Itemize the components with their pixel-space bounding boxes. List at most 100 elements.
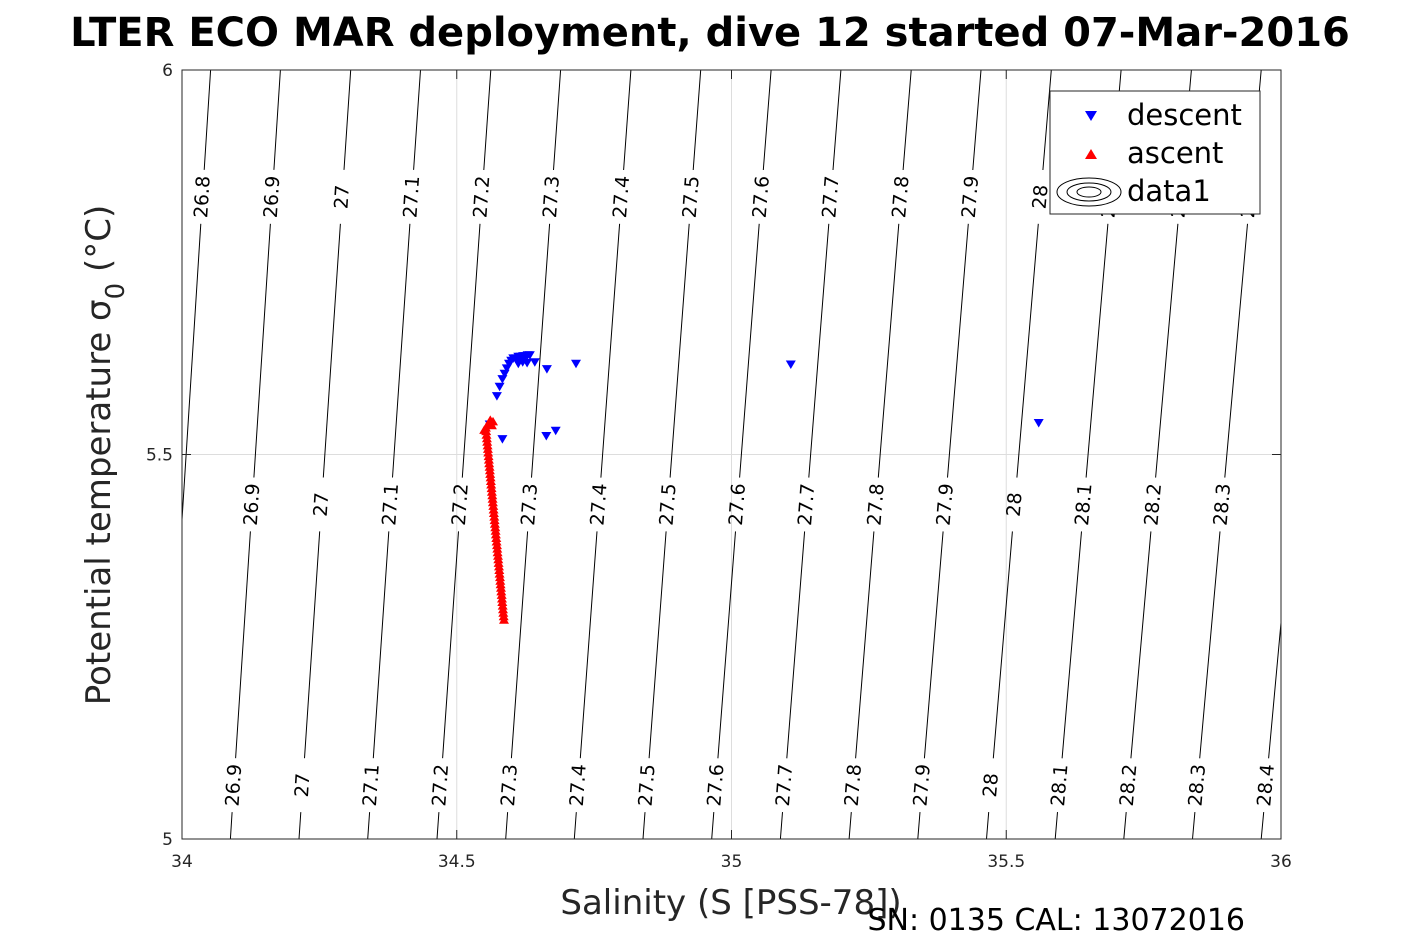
ascent-point [491,537,502,546]
ascent-point [481,430,492,439]
ascent-point [488,508,499,517]
ascent-point [483,448,494,457]
contour-label: 28.3 [1210,482,1236,526]
isopycnal-contour [367,70,421,839]
contour-label: 27.8 [888,175,913,219]
contour-label: 28.1 [1047,763,1073,807]
contour-label: 27.9 [933,483,958,527]
descent-point [529,358,540,367]
descent-point [524,351,535,360]
grid-layer [182,70,1281,839]
contour-label: 27.5 [679,175,704,219]
contour-label: 27.4 [566,763,591,807]
ascent-point [495,579,506,589]
y-tick-label: 5.5 [146,446,173,466]
contour-label: 28.1 [1071,482,1097,526]
contour-label: 27.8 [841,763,866,807]
isopycnal-contour [436,70,492,839]
contour-label: 26.9 [222,763,247,807]
isopycnal-contour [1192,70,1262,839]
contour-label: 27.6 [725,483,750,527]
ascent-point [486,480,497,489]
contour-label: 27.2 [448,483,473,527]
descent-point [497,435,508,444]
x-tick-label: 36 [1270,852,1292,872]
descent-point [501,364,512,373]
contour-label: 27.9 [910,763,935,807]
contour-label: 27 [291,772,315,798]
y-tick-label: 5 [162,830,173,850]
contour-label: 27.5 [635,763,660,807]
descent-point [571,359,581,369]
contour-label: 27.1 [378,483,403,527]
ascent-point [499,615,509,624]
isopycnal-contour [642,70,702,839]
ascent-point [492,547,503,557]
contour-label: 27.7 [794,483,819,527]
descent-point [491,392,502,401]
x-tick-label: 35 [721,852,743,872]
tick-layer: 34 34.5 35 35.5 36 5 5.5 6 [146,61,1292,872]
descent-point [785,360,796,369]
serial-calibration-footer: SN: 0135 CAL: 13072016 [867,903,1245,938]
descent-point [504,359,514,369]
contour-label: 26.9 [240,483,265,527]
isopycnal-contour [1123,70,1192,839]
legend[interactable]: descent ascent data1 [1049,90,1261,215]
descent-point [522,359,533,368]
ascent-point [497,597,508,606]
x-tick-label: 34.5 [438,852,476,872]
legend-contour-icon [1056,177,1122,207]
legend-descent-marker [1085,111,1097,121]
descent-point [541,432,552,441]
isopycnal-contour [848,70,912,839]
ascent-point [487,497,498,507]
contour-label: 27.1 [359,763,384,807]
ascent-point [482,437,493,446]
x-tick-label: 34 [171,852,193,872]
isopycnal-contour [298,70,352,839]
isopycnal-contour [779,70,842,839]
ascent-point [479,425,490,434]
descent-point [494,382,505,392]
y-axis-label-sub: 0 [101,283,131,300]
contour-label: 27.4 [609,175,634,219]
legend-box [1049,90,1261,215]
y-axis-label-sigma: σ [79,299,119,321]
contour-label: 27.9 [958,175,983,219]
contour-label: 27.2 [428,763,453,807]
legend-ascent-marker [1085,149,1097,159]
descent-point [541,365,552,374]
descent-point [1033,419,1044,428]
contour-label: 27 [310,492,334,518]
y-tick-label: 6 [162,61,173,81]
isopycnal-contour [182,70,212,528]
isopycnal-contour [573,70,632,839]
contour-label: 28 [979,772,1003,798]
legend-descent-label: descent [1127,98,1242,132]
descent-point [550,426,561,436]
contour-label: 27.3 [497,763,522,807]
contour-label: 27.3 [539,175,564,219]
contour-label: 27 [330,184,354,210]
contour-label: 27.8 [863,483,888,527]
descent-point [499,369,510,379]
contour-label: 26.9 [260,175,285,219]
ascent-point [489,519,500,528]
x-tick-label: 35.5 [987,852,1025,872]
contour-label: 27.6 [749,175,774,219]
ascent-point [490,529,501,539]
y-axis-label-unit: (°C) [79,205,119,283]
isopycnal-contour [917,70,982,839]
legend-ascent-label: ascent [1127,136,1223,170]
contour-label: 27.7 [772,763,797,807]
chart-title: LTER ECO MAR deployment, dive 12 started… [70,10,1350,56]
ascent-point [498,608,509,617]
contour-label: 28.4 [1253,763,1279,807]
contour-label: 27.2 [469,175,494,219]
isopycnal-contour [1054,70,1122,839]
legend-data1-label: data1 [1127,174,1211,208]
contour-label: 28.2 [1140,482,1166,526]
contour-label: 28 [1003,492,1027,518]
